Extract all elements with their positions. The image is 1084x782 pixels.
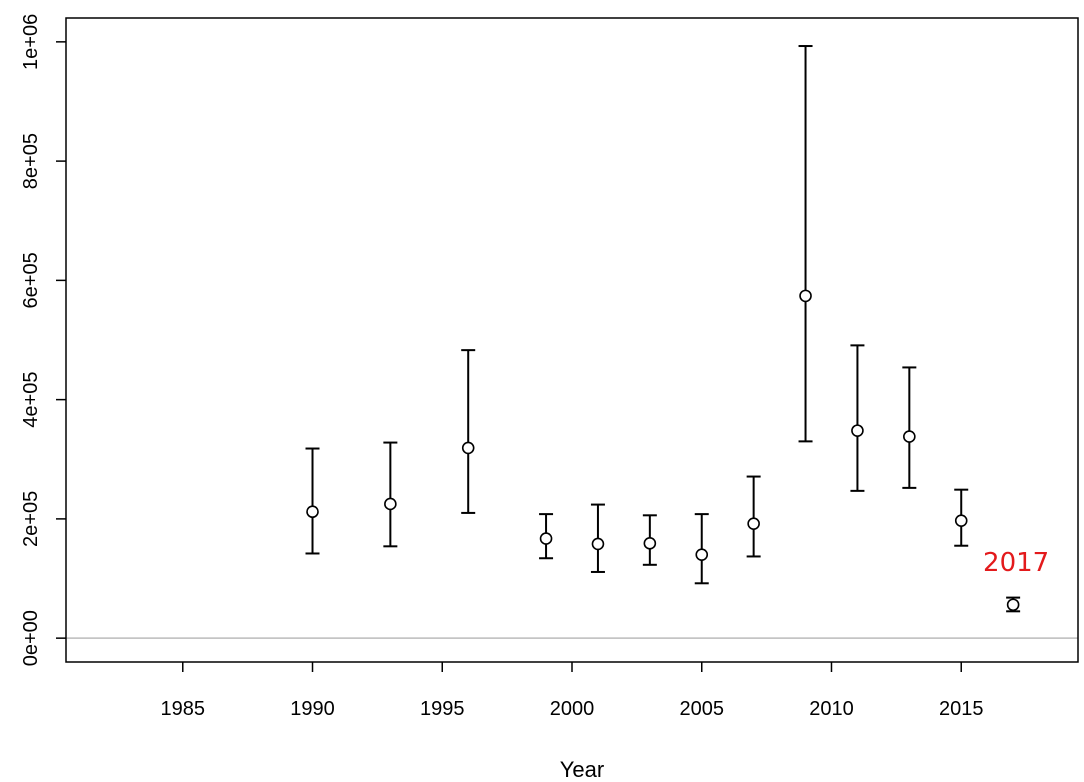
data-point [954,514,968,527]
data-point [799,289,812,303]
x-tick-label: 1985 [161,698,206,720]
x-tick-label: 2015 [939,698,984,720]
y-tick-label: 6e+05 [20,252,42,308]
y-tick-label: 2e+05 [20,491,42,547]
data-point [695,548,709,561]
plot-area: 1985 1990 1995 2000 2005 2010 2015 0e+00 2e+05 4e… [20,14,1079,782]
x-axis-title: Year [560,757,604,782]
data-point [306,505,319,519]
y-tick-label: 1e+06 [20,14,42,70]
x-tick-label: 2005 [679,698,724,720]
y-tick-label: 8e+05 [20,133,42,189]
data-point [1006,598,1020,612]
data-point [747,517,760,530]
y-tick-label: 4e+05 [20,372,42,428]
data-point [461,441,475,455]
x-tick-label: 2000 [550,698,595,720]
x-tick-label: 1990 [290,698,335,720]
x-tick-label: 2010 [809,698,854,720]
data-point [384,497,397,511]
data-point [539,532,553,545]
plot-frame [65,17,1079,663]
data-point [591,537,605,551]
y-tick-label: 0e+00 [20,610,42,666]
data-point [851,424,864,437]
data-point [643,537,657,550]
x-tick-label: 1995 [420,698,465,720]
annotation-label: 2017 [983,548,1049,578]
data-point [903,430,916,443]
